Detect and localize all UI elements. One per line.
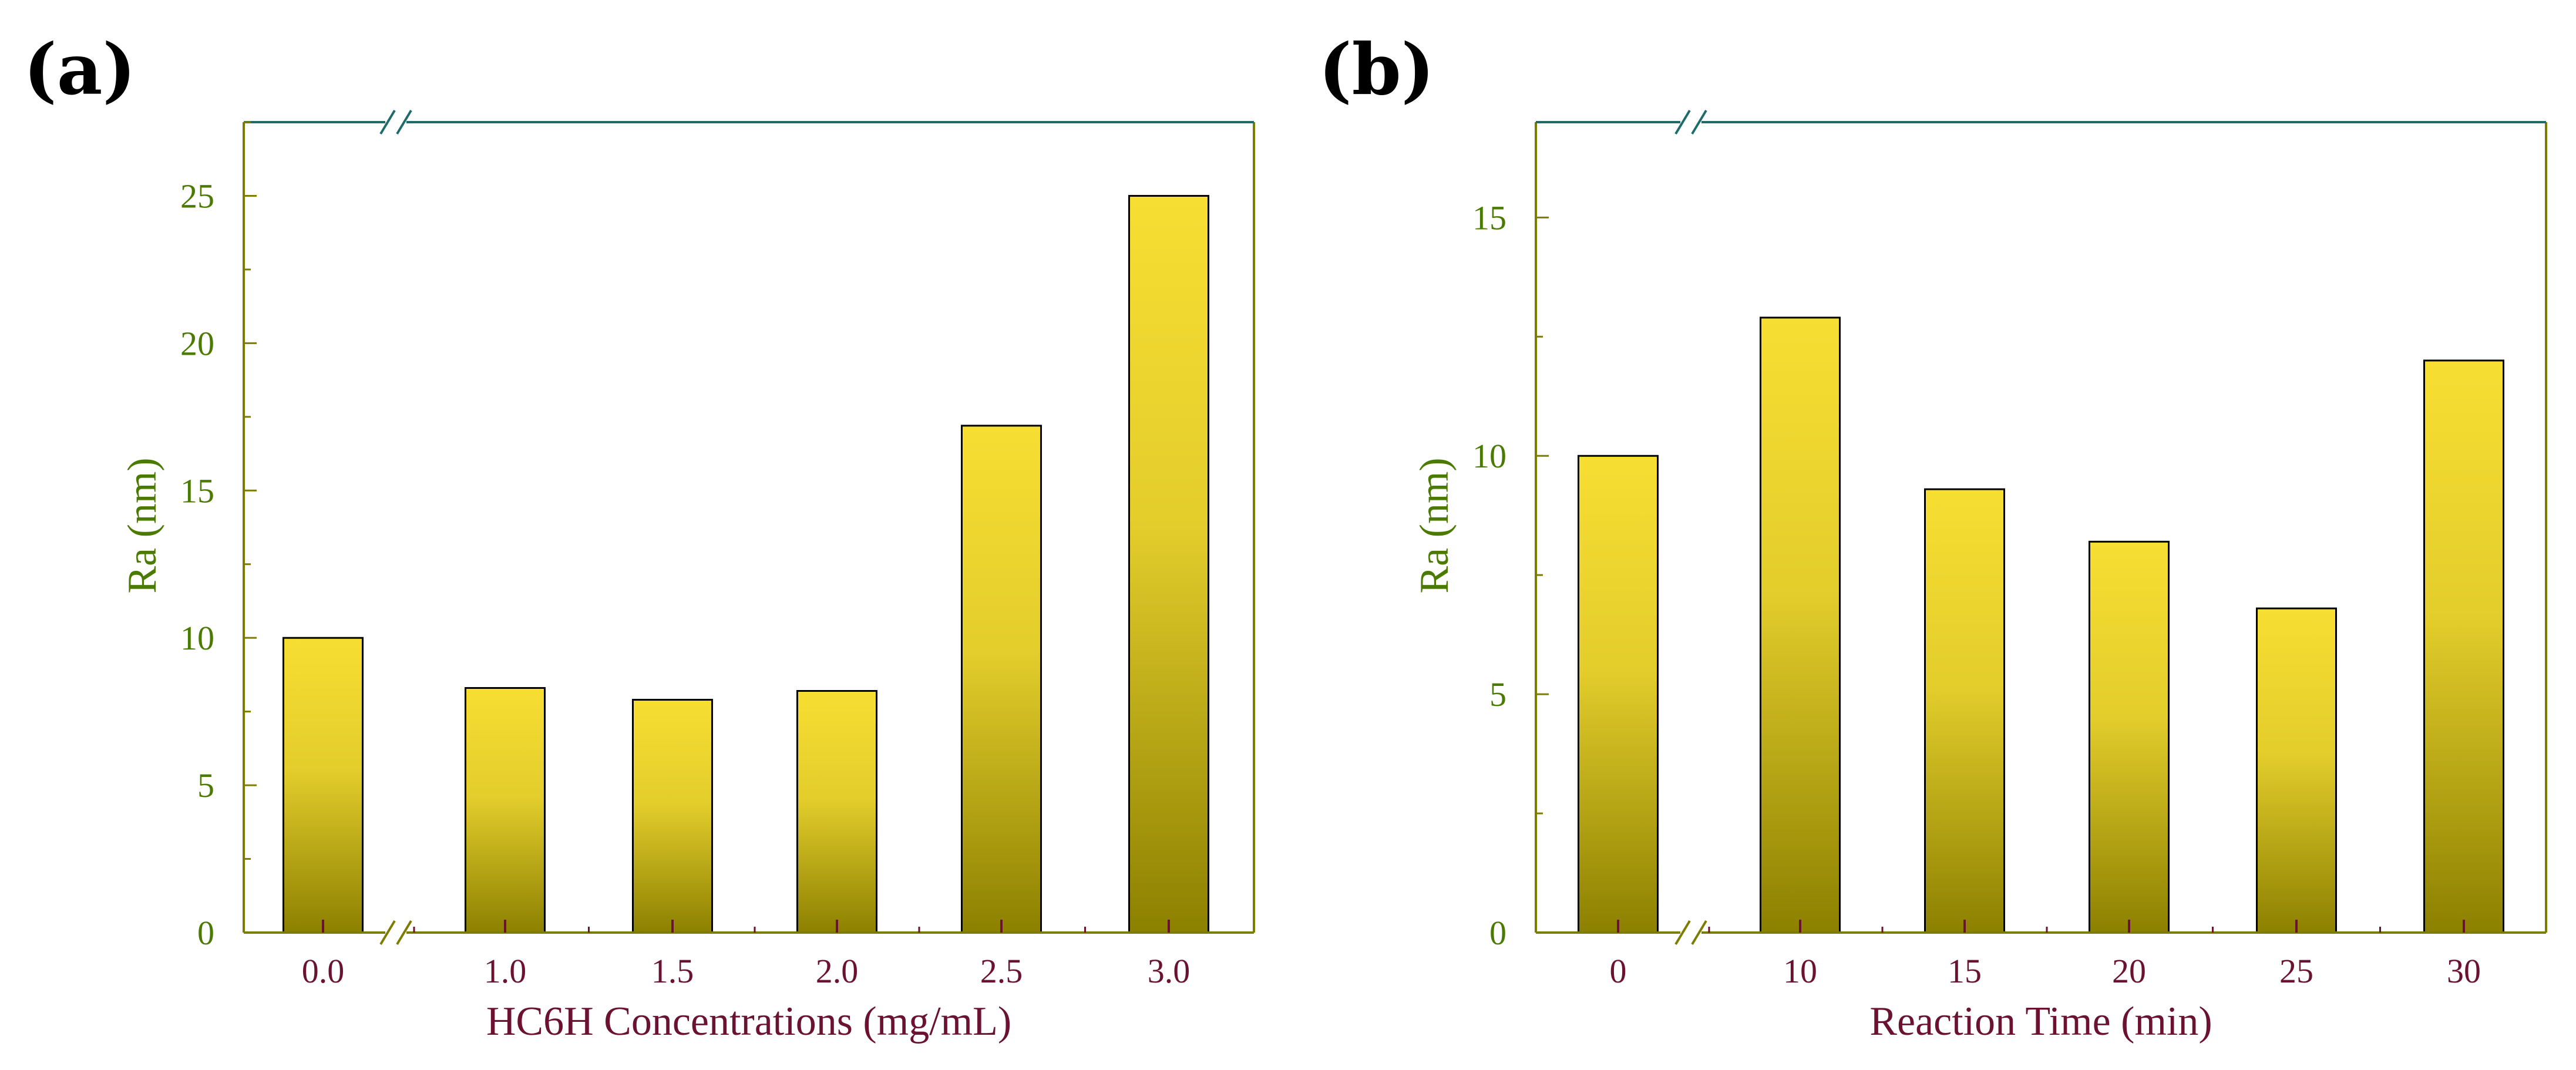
x-axis-title-a: HC6H Concentrations (mg/mL)	[486, 999, 1011, 1044]
y-tick-label-b-5: 5	[1489, 675, 1506, 714]
top-break-slash-b-1	[1691, 109, 1707, 135]
y-axis-title-b: Ra (nm)	[1412, 457, 1457, 593]
axis-breaks-b	[1674, 109, 1707, 945]
bar-a-0.0	[283, 637, 364, 934]
chart-panel-a: (a) 0 5 10 15 20 25 0.0 1.0 1.5 2.0 2.5 3.0 Ra (nm…	[23, 28, 1255, 1044]
bar-a-2.5	[961, 425, 1042, 934]
x-tick-label-a-5: 3.0	[1148, 952, 1191, 990]
x-tick-label-b-3: 20	[2112, 952, 2146, 990]
x-tick-label-b-5: 30	[2447, 952, 2481, 990]
y-tick-label-a-20: 20	[180, 324, 214, 362]
top-break-slash-a-1	[396, 109, 412, 135]
bar-b-15	[1924, 488, 2005, 934]
x-tick-label-b-0: 0	[1610, 952, 1627, 990]
axes-frame-b	[1535, 121, 2547, 934]
bar-b-20	[2089, 540, 2170, 934]
y-tick-label-a-10: 10	[180, 619, 214, 657]
y-ticks-a: 0 5 10 15 20 25	[180, 121, 257, 952]
bar-a-3.0	[1128, 194, 1209, 934]
x-tick-label-a-1: 1.0	[484, 952, 527, 990]
y-tick-label-a-25: 25	[180, 177, 214, 215]
chart-panel-b: (b) 0 5 10 15 0 10 15 20 25 30 Ra (nm) Reaction …	[1319, 28, 2547, 1044]
y-tick-label-b-15: 15	[1472, 198, 1506, 237]
x-tick-label-a-0: 0.0	[302, 952, 345, 990]
x-tick-label-b-2: 15	[1948, 952, 1982, 990]
bottom-break-slash-b-1	[1691, 920, 1707, 945]
panel-label-a: (a)	[23, 28, 136, 111]
y-tick-label-b-10: 10	[1472, 437, 1506, 475]
x-ticks-b: 0 10 15 20 25 30	[1610, 920, 2481, 990]
axis-breaks-a	[379, 109, 412, 945]
bars-a	[283, 194, 1209, 934]
y-tick-label-a-0: 0	[197, 914, 214, 952]
y-ticks-b: 0 5 10 15	[1472, 198, 1549, 952]
bars-b	[1578, 317, 2504, 934]
y-tick-label-a-15: 15	[180, 472, 214, 510]
x-tick-label-b-4: 25	[2279, 952, 2313, 990]
bar-a-1.0	[465, 687, 546, 934]
y-axis-title-a: Ra (nm)	[120, 457, 165, 593]
top-break-gap-b	[1680, 119, 1701, 126]
bar-b-30	[2423, 359, 2504, 934]
bottom-break-slash-a-0	[379, 920, 396, 945]
bottom-break-gap-a	[385, 929, 406, 936]
bar-a-1.5	[632, 699, 713, 934]
bar-a-2.0	[796, 690, 877, 934]
top-break-gap-a	[385, 119, 406, 126]
bar-b-10	[1760, 317, 1841, 934]
top-break-slash-b-0	[1674, 109, 1691, 135]
x-tick-label-a-2: 1.5	[651, 952, 694, 990]
axes-frame-a	[243, 121, 1255, 934]
bottom-break-slash-a-1	[396, 920, 412, 945]
x-tick-label-a-3: 2.0	[816, 952, 859, 990]
x-ticks-a: 0.0 1.0 1.5 2.0 2.5 3.0	[302, 920, 1191, 990]
y-tick-label-b-0: 0	[1489, 914, 1506, 952]
x-tick-label-a-4: 2.5	[980, 952, 1023, 990]
top-break-slash-a-0	[379, 109, 396, 135]
bar-b-25	[2256, 607, 2337, 934]
panel-label-b: (b)	[1319, 28, 1434, 111]
bottom-break-slash-b-0	[1674, 920, 1691, 945]
bottom-break-gap-b	[1680, 929, 1701, 936]
x-tick-label-b-1: 10	[1783, 952, 1817, 990]
x-axis-title-b: Reaction Time (min)	[1869, 999, 2212, 1044]
bar-b-0	[1578, 455, 1659, 934]
y-tick-label-a-5: 5	[197, 766, 214, 805]
